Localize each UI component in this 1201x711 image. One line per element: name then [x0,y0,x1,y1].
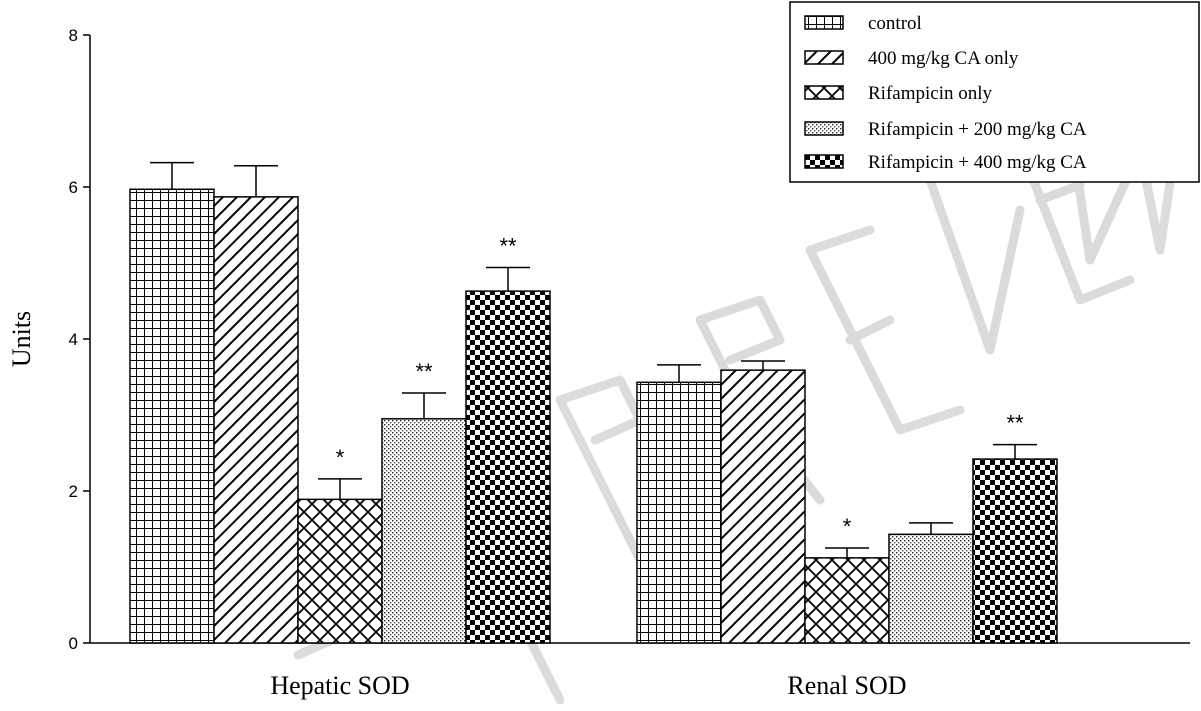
bar [213,196,299,644]
bar [972,458,1058,644]
y-tick-label: 0 [69,634,78,653]
bar-group: *****Hepatic SOD [129,161,551,700]
significance-label: ** [499,234,517,259]
bar [381,418,467,644]
legend-swatch [804,85,844,100]
significance-label: ** [1006,411,1024,436]
legend-swatch [804,154,844,169]
legend-label: control [868,13,922,34]
legend-label: 400 mg/kg CA only [868,48,1019,69]
x-category-label: Hepatic SOD [270,671,409,700]
significance-label: * [336,445,345,470]
legend-label: Rifampicin only [868,83,993,104]
y-tick-label: 4 [69,330,78,349]
y-tick-label: 8 [69,26,78,45]
legend-label: Rifampicin + 400 mg/kg CA [868,152,1087,173]
significance-label: * [843,514,852,539]
bar [297,498,383,644]
y-tick-label: 2 [69,482,78,501]
bar [804,557,890,644]
legend-label: Rifampicin + 200 mg/kg CA [868,119,1087,140]
legend-swatch [804,50,844,65]
bar [720,369,806,644]
bar [636,381,722,644]
bar-group: ***Renal SOD [636,360,1058,700]
significance-label: ** [415,359,433,384]
bar [465,290,551,644]
y-tick-label: 6 [69,178,78,197]
x-category-label: Renal SOD [787,671,906,700]
bar [129,188,215,644]
legend-box [789,1,1200,183]
legend-swatch [804,121,844,136]
bar [888,533,974,644]
y-axis-label: Units [7,311,36,367]
legend-swatch [804,15,844,30]
